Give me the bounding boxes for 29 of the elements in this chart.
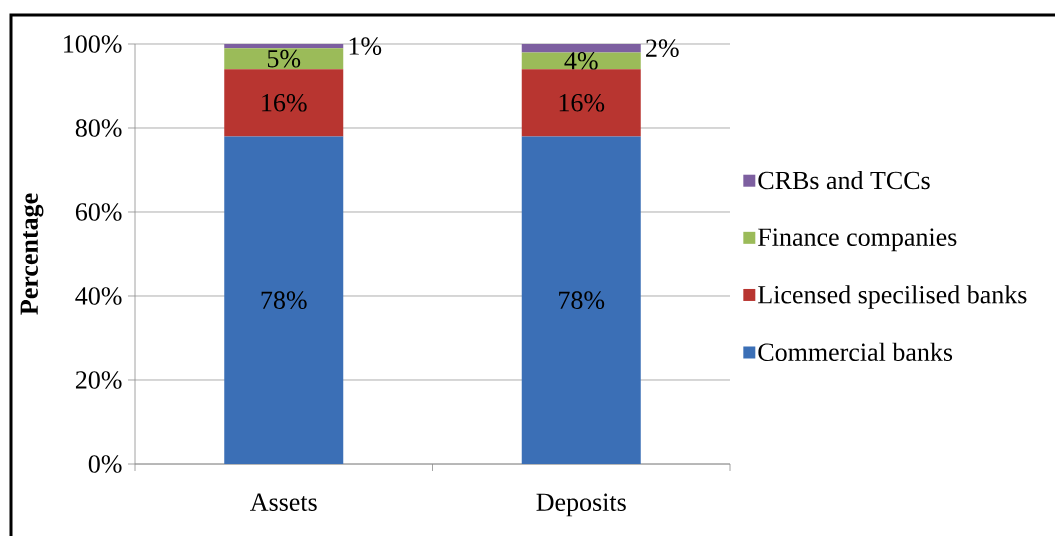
- legend-label: Licensed specilised banks: [758, 285, 1027, 309]
- bar: [521, 136, 641, 464]
- y-tick-label: 60%: [75, 203, 122, 221]
- y-tick-label: 80%: [75, 119, 122, 137]
- legend-label: Commercial banks: [758, 342, 953, 362]
- y-tick-label: 40%: [75, 287, 122, 305]
- bar: [224, 69, 344, 137]
- y-axis-title: Percentage: [20, 193, 44, 315]
- bar: [521, 52, 641, 70]
- data-label: 1%: [349, 37, 382, 55]
- x-tick-label: Assets: [250, 493, 317, 511]
- legend-label: Finance companies: [758, 228, 957, 252]
- data-label: 78%: [559, 291, 605, 310]
- y-tick-label: 20%: [75, 371, 122, 389]
- bar: [224, 44, 344, 49]
- bar: [521, 44, 641, 53]
- bar: [224, 136, 344, 464]
- data-label: 16%: [559, 93, 605, 112]
- y-tick-label: 100%: [64, 35, 122, 53]
- data-label: 5%: [267, 49, 301, 68]
- legend-label: CRBs and TCCs: [758, 170, 930, 190]
- data-label: 2%: [646, 39, 679, 58]
- data-label: 16%: [262, 93, 307, 112]
- data-label: 4%: [564, 51, 598, 70]
- data-label: 78%: [261, 291, 307, 310]
- bar: [521, 69, 641, 137]
- bar: [224, 48, 344, 70]
- x-tick-label: Deposits: [536, 493, 626, 517]
- y-tick-label: 0%: [88, 455, 122, 473]
